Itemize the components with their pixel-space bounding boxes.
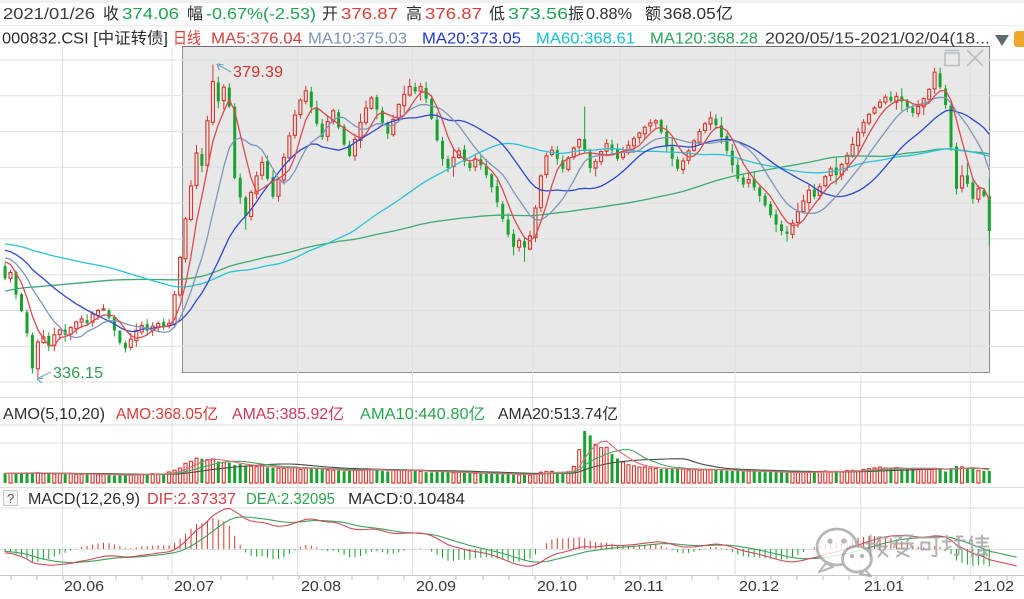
- svg-text:日线: 日线: [173, 30, 201, 48]
- svg-text:000832.CSI [中证转债]: 000832.CSI [中证转债]: [2, 30, 168, 48]
- svg-text:20.11: 20.11: [624, 578, 664, 594]
- svg-text:MACD(12,26,9): MACD(12,26,9): [28, 491, 140, 508]
- svg-text:368.05亿: 368.05亿: [663, 5, 733, 23]
- svg-text:336.15: 336.15: [53, 365, 103, 382]
- svg-text:高: 高: [406, 5, 422, 23]
- svg-text:AMO(5,10,20): AMO(5,10,20): [3, 406, 105, 423]
- svg-text:?: ?: [7, 491, 14, 506]
- svg-text:MA60:368.61: MA60:368.61: [536, 31, 635, 48]
- svg-text:379.39: 379.39: [233, 64, 283, 81]
- svg-text:振: 振: [568, 5, 584, 23]
- svg-text:0.88%: 0.88%: [586, 6, 632, 23]
- svg-text:DIF:2.37337: DIF:2.37337: [147, 491, 236, 508]
- svg-text:20.09: 20.09: [416, 578, 456, 594]
- svg-text:2021/01/26: 2021/01/26: [3, 6, 95, 23]
- svg-text:20.07: 20.07: [174, 578, 214, 594]
- svg-text:376.87: 376.87: [341, 6, 398, 23]
- svg-text:20.10: 20.10: [537, 578, 577, 594]
- svg-text:低: 低: [489, 5, 505, 23]
- svg-text:AMA20:513.74亿: AMA20:513.74亿: [498, 405, 618, 423]
- svg-text:MA5:376.04: MA5:376.04: [211, 31, 302, 48]
- svg-text:20.08: 20.08: [301, 578, 341, 594]
- svg-text:376.87: 376.87: [425, 6, 482, 23]
- svg-text:AMA5:385.92亿: AMA5:385.92亿: [232, 405, 344, 423]
- svg-text:373.56: 373.56: [508, 6, 568, 23]
- svg-text:开: 开: [322, 6, 338, 23]
- svg-text:374.06: 374.06: [122, 6, 179, 23]
- svg-text:MA10:375.03: MA10:375.03: [308, 31, 407, 48]
- svg-text:20.06: 20.06: [64, 578, 104, 594]
- svg-text:21.01: 21.01: [864, 578, 904, 594]
- svg-text:MA120:368.28: MA120:368.28: [650, 31, 758, 48]
- svg-text:-0.67%(-2.53): -0.67%(-2.53): [206, 6, 316, 23]
- svg-text:AMA10:440.80亿: AMA10:440.80亿: [360, 405, 485, 423]
- svg-text:DEA:2.32095: DEA:2.32095: [246, 491, 335, 508]
- svg-text:幅: 幅: [187, 5, 203, 23]
- svg-text:收: 收: [103, 5, 119, 23]
- svg-text:AMO:368.05亿: AMO:368.05亿: [116, 405, 218, 423]
- svg-text:额: 额: [645, 5, 661, 23]
- svg-text:2020/05/15-2021/02/04(18...: 2020/05/15-2021/02/04(18...: [765, 31, 990, 48]
- svg-text:21.02: 21.02: [974, 578, 1014, 594]
- svg-text:MA20:373.05: MA20:373.05: [422, 31, 521, 48]
- svg-text:MACD:0.10484: MACD:0.10484: [348, 491, 465, 508]
- svg-text:20.12: 20.12: [739, 578, 779, 594]
